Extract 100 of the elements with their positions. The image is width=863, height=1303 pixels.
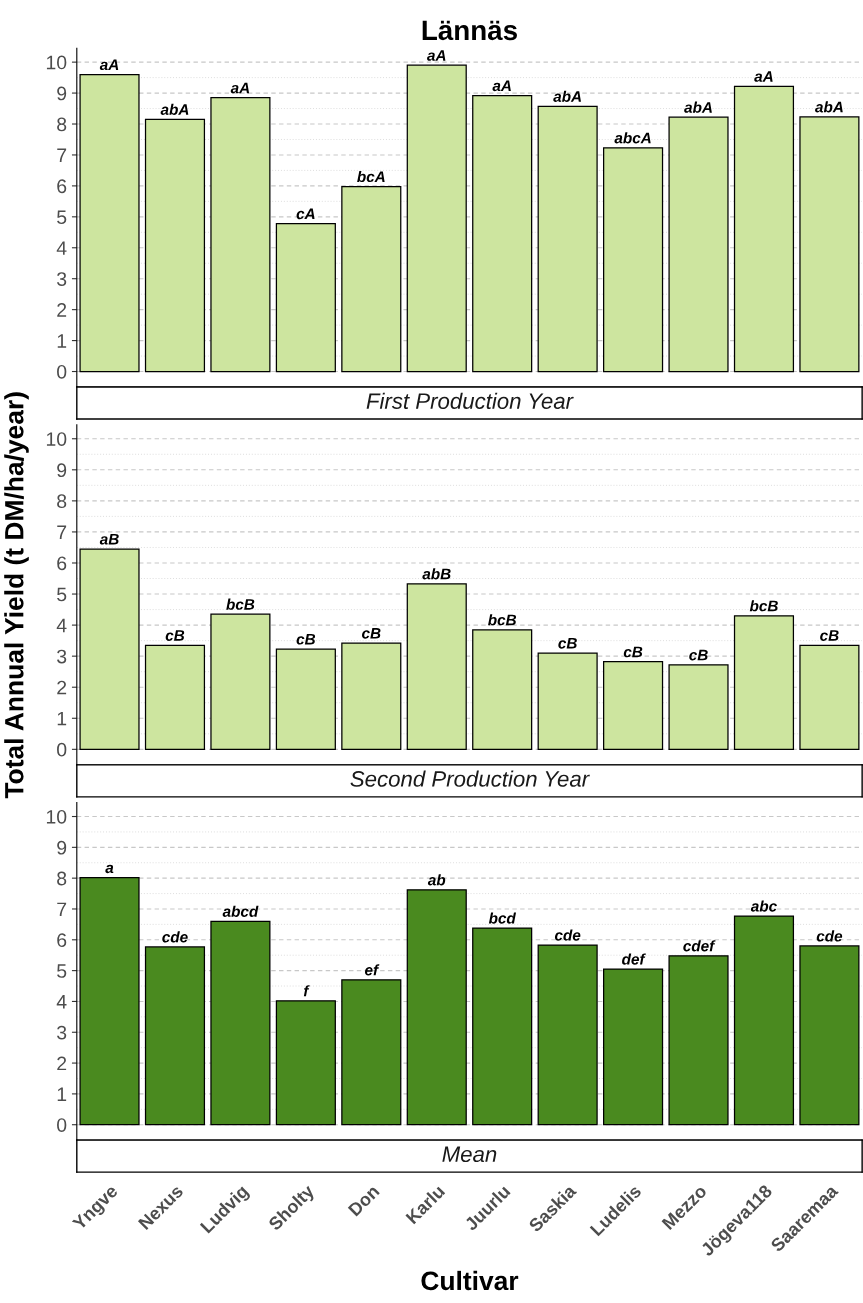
data-label: cB [165, 630, 185, 641]
data-label: def [622, 953, 646, 965]
data-label: aA [754, 71, 773, 82]
y-tick-label: 7 [57, 525, 67, 539]
data-label: cB [623, 646, 643, 658]
data-label: abA [815, 101, 843, 113]
data-label: bcB [488, 614, 517, 626]
y-tick-label: 5 [57, 587, 67, 602]
y-tick-label: 0 [57, 364, 67, 379]
chart-title: Lännäs [422, 20, 517, 41]
bar [799, 644, 860, 750]
data-label: abcd [222, 905, 259, 917]
y-tick-label: 1 [57, 334, 67, 348]
y-tick-label: 6 [57, 556, 67, 571]
y-tick-label: 6 [57, 179, 67, 194]
x-axis-title: Cultivar [421, 1270, 519, 1291]
y-tick-label: 3 [57, 1025, 67, 1040]
data-label: aA [230, 82, 250, 94]
y-tick-label: 1 [57, 1087, 67, 1101]
bar [799, 116, 860, 373]
x-tick-label: Don [347, 1184, 380, 1217]
y-axis-title: Total Annual Yield (t DM/ha/year) [4, 392, 29, 799]
data-label: abA [160, 103, 189, 115]
bar [406, 64, 467, 373]
bar [341, 642, 402, 750]
data-label: cde [816, 930, 843, 942]
y-tick-label: 7 [57, 148, 67, 162]
data-label: cdef [683, 940, 716, 952]
y-tick-label: 8 [57, 494, 67, 509]
text: Second Production Year [350, 770, 590, 787]
text: First Production Year [366, 392, 574, 409]
bar [537, 105, 598, 373]
bar [603, 661, 664, 750]
y-tick-label: 10 [46, 55, 67, 70]
y-tick-label: 0 [57, 742, 67, 757]
y-tick-label: 1 [57, 711, 67, 726]
data-label: cB [689, 649, 708, 661]
data-label: abA [553, 90, 581, 102]
bar [603, 147, 664, 373]
bar [472, 927, 533, 1126]
y-tick-label: 5 [57, 964, 67, 978]
bar [733, 915, 795, 1126]
data-label: cA [296, 208, 315, 220]
bar [144, 118, 206, 373]
y-tick-label: 0 [57, 1118, 67, 1132]
data-label: aA [99, 59, 119, 71]
data-label: a [105, 864, 114, 874]
bar [210, 920, 271, 1126]
data-label: bcd [488, 912, 517, 924]
y-tick-label: 8 [57, 871, 67, 886]
y-tick-label: 9 [57, 86, 67, 101]
text: Mean [442, 1146, 497, 1163]
y-tick-label: 5 [57, 210, 67, 225]
data-label: aB [99, 533, 119, 545]
data-label: cB [362, 628, 381, 639]
data-label: abcA [614, 132, 651, 144]
bar [79, 876, 140, 1126]
data-label: abA [684, 101, 712, 113]
data-label: ef [364, 964, 380, 976]
data-label: f [303, 985, 310, 997]
data-label: bcA [357, 170, 385, 183]
bar [79, 73, 140, 373]
bar [144, 644, 206, 750]
y-tick-label: 3 [57, 649, 67, 664]
data-label: bcB [226, 598, 255, 610]
bar [79, 548, 140, 750]
bar [537, 944, 598, 1126]
data-label: aA [492, 80, 511, 92]
bar [275, 648, 336, 750]
bar [341, 185, 402, 373]
bar [799, 945, 860, 1126]
data-label: cB [296, 633, 316, 645]
data-label: cde [162, 931, 188, 943]
bar [668, 955, 729, 1126]
y-tick-label: 9 [57, 840, 67, 855]
data-label: cB [558, 637, 577, 649]
y-tick-label: 2 [57, 1056, 67, 1071]
y-tick-label: 4 [56, 995, 67, 1009]
bar [210, 97, 271, 373]
y-tick-label: 4 [56, 618, 67, 633]
y-tick-label: 7 [57, 902, 67, 917]
y-tick-label: 10 [46, 432, 67, 446]
data-label: cde [554, 929, 581, 941]
data-label: ab [427, 874, 446, 886]
y-tick-label: 9 [57, 463, 67, 478]
y-tick-label: 8 [57, 117, 67, 132]
bar [668, 664, 729, 750]
y-tick-label: 2 [57, 303, 67, 317]
y-tick-label: 3 [57, 272, 67, 286]
y-tick-label: 2 [57, 680, 67, 695]
bar [406, 889, 467, 1126]
bar [733, 85, 795, 373]
y-tick-label: 6 [57, 933, 67, 948]
data-label: abc [750, 900, 777, 912]
data-label: abB [422, 568, 451, 580]
bar [537, 652, 598, 750]
bar [275, 223, 336, 373]
bar [341, 979, 402, 1126]
bar [406, 583, 467, 750]
bar [144, 946, 206, 1126]
